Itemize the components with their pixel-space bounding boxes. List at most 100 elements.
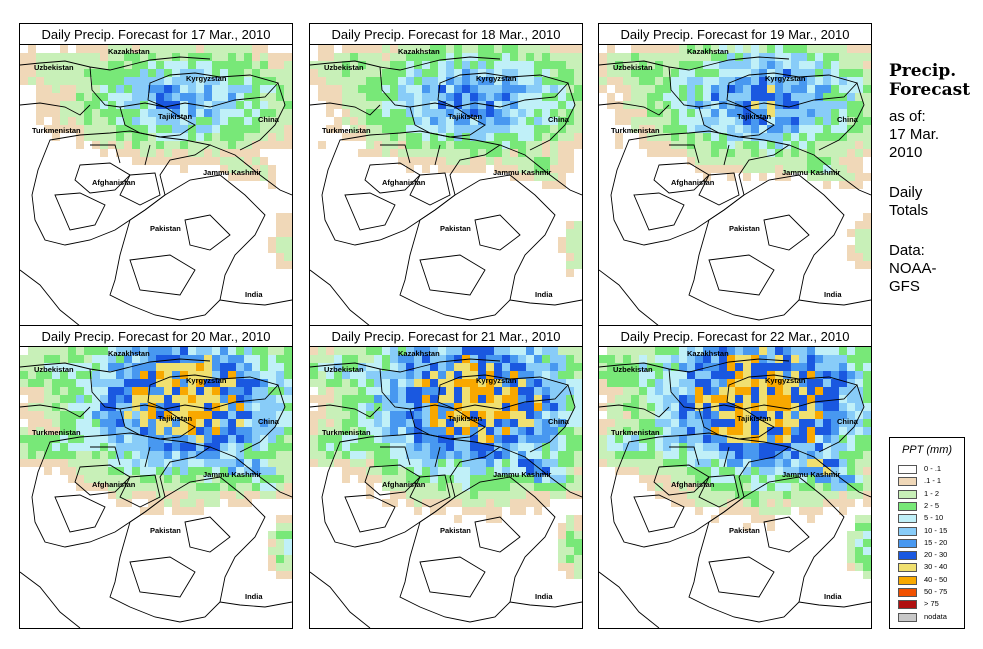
map-label-jammu-kashmir: Jammu Kashmir <box>782 470 840 479</box>
panel-title: Daily Precip. Forecast for 17 Mar., 2010 <box>20 24 292 45</box>
data-source-label: Data: <box>889 242 925 259</box>
map-label-kyrgyzstan: Kyrgyzstan <box>186 376 227 385</box>
precip-cells <box>310 347 582 579</box>
precip-cells <box>310 45 582 277</box>
map-label-india: India <box>245 592 263 601</box>
map-label-kazakhstan: Kazakhstan <box>398 47 440 56</box>
country-borders <box>599 358 871 628</box>
map-label-jammu-kashmir: Jammu Kashmir <box>493 470 551 479</box>
precip-map: Kazakhstan Uzbekistan Kyrgyzstan Tajikistan… <box>20 45 292 326</box>
legend-swatch <box>898 551 917 561</box>
map-label-jammu-kashmir: Jammu Kashmir <box>203 470 261 479</box>
map-label-turkmenistan: Turkmenistan <box>32 428 81 437</box>
map-label-kazakhstan: Kazakhstan <box>687 47 729 56</box>
map-label-uzbekistan: Uzbekistan <box>34 365 74 374</box>
map-label-kazakhstan: Kazakhstan <box>398 349 440 358</box>
map-label-kyrgyzstan: Kyrgyzstan <box>765 74 806 83</box>
map-label-india: India <box>535 592 553 601</box>
map-label-tajikistan: Tajikistan <box>448 112 482 121</box>
forecast-panel: Daily Precip. Forecast for 19 Mar., 2010… <box>598 23 872 327</box>
map-label-uzbekistan: Uzbekistan <box>324 365 364 374</box>
map-label-india: India <box>245 290 263 299</box>
panel-title: Daily Precip. Forecast for 19 Mar., 2010 <box>599 24 871 45</box>
totals-line1: Daily <box>889 184 923 201</box>
map-label-china: China <box>548 115 570 124</box>
side-title-line1: Precip. <box>889 61 957 81</box>
map-label-tajikistan: Tajikistan <box>737 414 771 423</box>
forecast-panel: Daily Precip. Forecast for 18 Mar., 2010… <box>309 23 583 327</box>
map-label-turkmenistan: Turkmenistan <box>322 126 371 135</box>
map-label-tajikistan: Tajikistan <box>737 112 771 121</box>
country-borders <box>310 56 582 326</box>
map-label-pakistan: Pakistan <box>440 224 471 233</box>
map-label-turkmenistan: Turkmenistan <box>611 126 660 135</box>
country-borders <box>599 56 871 326</box>
as-of-year: 2010 <box>889 144 923 161</box>
totals-line2: Totals <box>889 202 929 219</box>
map-label-pakistan: Pakistan <box>440 526 471 535</box>
legend-label: 1 - 2 <box>924 488 940 498</box>
legend-title: PPT (mm) <box>901 444 953 456</box>
side-title: Precip. Forecast <box>889 62 979 100</box>
legend-swatch <box>898 612 917 622</box>
legend-label: 40 - 50 <box>924 574 948 584</box>
precip-map: Kazakhstan Uzbekistan Kyrgyzstan Tajikistan… <box>599 45 871 326</box>
map-label-jammu-kashmir: Jammu Kashmir <box>203 168 261 177</box>
forecast-panel: Daily Precip. Forecast for 21 Mar., 2010… <box>309 325 583 629</box>
precip-map: Kazakhstan Uzbekistan Kyrgyzstan Tajikistan… <box>599 347 871 628</box>
side-title-line2: Forecast <box>889 80 971 100</box>
map-label-uzbekistan: Uzbekistan <box>34 63 74 72</box>
map-label-turkmenistan: Turkmenistan <box>32 126 81 135</box>
map-label-china: China <box>548 417 570 426</box>
map-label-kazakhstan: Kazakhstan <box>108 349 150 358</box>
legend-swatch <box>898 526 917 536</box>
legend-swatch <box>898 514 917 524</box>
legend-swatch <box>898 588 917 597</box>
precip-map: Kazakhstan Uzbekistan Kyrgyzstan Tajikistan… <box>310 45 582 326</box>
map-label-afghanistan: Afghanistan <box>92 178 136 187</box>
legend-swatch <box>898 600 917 610</box>
as-of-block: as of: 17 Mar. 2010 <box>889 108 939 162</box>
map-label-jammu-kashmir: Jammu Kashmir <box>493 168 551 177</box>
map-label-uzbekistan: Uzbekistan <box>324 63 364 72</box>
data-source-block: Data: NOAA- GFS <box>889 242 937 296</box>
as-of-date: 17 Mar. <box>889 126 940 143</box>
legend-swatch <box>898 501 917 511</box>
legend-swatch <box>898 563 917 573</box>
map-label-kazakhstan: Kazakhstan <box>687 349 729 358</box>
map-label-kyrgyzstan: Kyrgyzstan <box>765 376 806 385</box>
map-label-pakistan: Pakistan <box>729 526 760 535</box>
map-label-kyrgyzstan: Kyrgyzstan <box>476 74 517 83</box>
legend-label: 20 - 30 <box>924 550 948 560</box>
legend-label: > 75 <box>924 599 939 609</box>
legend-label: 0 - .1 <box>924 464 942 473</box>
panel-title: Daily Precip. Forecast for 18 Mar., 2010 <box>310 24 582 45</box>
legend-label: .1 - 1 <box>924 476 942 486</box>
legend-label: 5 - 10 <box>924 513 944 523</box>
precip-map: Kazakhstan Uzbekistan Kyrgyzstan Tajikistan… <box>310 347 582 628</box>
map-label-tajikistan: Tajikistan <box>158 414 192 423</box>
as-of-label: as of: <box>889 108 926 125</box>
legend-label: 30 - 40 <box>924 562 948 572</box>
legend-label: 2 - 5 <box>924 500 940 510</box>
map-label-uzbekistan: Uzbekistan <box>613 63 653 72</box>
map-label-india: India <box>824 290 842 299</box>
map-label-jammu-kashmir: Jammu Kashmir <box>782 168 840 177</box>
country-borders <box>20 56 292 326</box>
map-label-afghanistan: Afghanistan <box>382 480 426 489</box>
data-source-line3: GFS <box>889 278 920 295</box>
map-label-kyrgyzstan: Kyrgyzstan <box>476 376 517 385</box>
data-source-line2: NOAA- <box>889 260 937 277</box>
map-label-china: China <box>258 115 280 124</box>
map-label-pakistan: Pakistan <box>150 224 181 233</box>
precip-map: Kazakhstan Uzbekistan Kyrgyzstan Tajikistan… <box>20 347 292 628</box>
map-label-india: India <box>535 290 553 299</box>
map-label-india: India <box>824 592 842 601</box>
map-label-afghanistan: Afghanistan <box>671 480 715 489</box>
legend-label: 50 - 75 <box>924 587 948 596</box>
map-label-kazakhstan: Kazakhstan <box>108 47 150 56</box>
map-label-turkmenistan: Turkmenistan <box>611 428 660 437</box>
precip-cells <box>20 347 292 579</box>
map-label-afghanistan: Afghanistan <box>671 178 715 187</box>
map-label-uzbekistan: Uzbekistan <box>613 365 653 374</box>
